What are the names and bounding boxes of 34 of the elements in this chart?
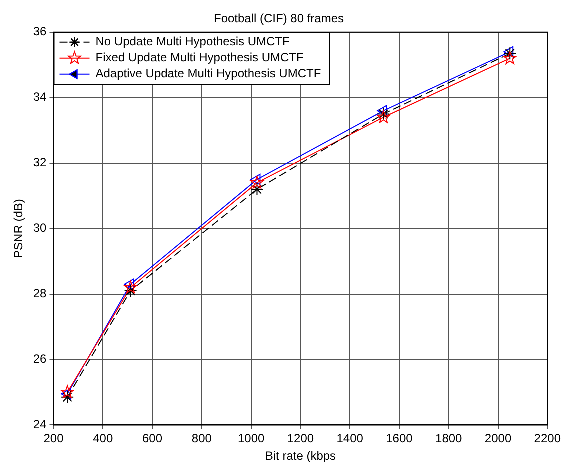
- x-tick-label: 1600: [386, 432, 414, 446]
- y-axis-title: PSNR (dB): [12, 199, 26, 258]
- x-tick-label: 1800: [436, 432, 463, 446]
- y-tick-label: 32: [33, 156, 48, 170]
- x-tick-label: 2200: [534, 432, 562, 446]
- y-tick-label: 36: [33, 24, 48, 39]
- point: [376, 110, 390, 124]
- x-tick-label: 200: [44, 432, 64, 446]
- legend-label: Adaptive Update Multi Hypothesis UMCTF: [96, 66, 322, 81]
- y-tick-label: 26: [33, 352, 48, 366]
- point: [250, 183, 264, 196]
- x-tick-label: 1400: [336, 432, 364, 446]
- x-tick-label: 1000: [238, 432, 265, 446]
- x-tick-label: 600: [142, 432, 163, 446]
- x-tick-label: 400: [93, 432, 114, 446]
- legend-label: Fixed Update Multi Hypothesis UMCTF: [96, 50, 304, 65]
- y-tick-label: 34: [33, 90, 48, 104]
- y-tick-label: 28: [33, 286, 48, 301]
- point: [250, 176, 264, 189]
- point: [124, 284, 138, 298]
- x-axis-title: Bit rate (kbps: [265, 449, 336, 464]
- chart-title: Football (CIF) 80 frames: [214, 12, 344, 26]
- y-tick-label: 24: [33, 418, 48, 432]
- x-tick-label: 1200: [287, 432, 314, 446]
- legend-label: No Update Multi Hypothesis UMCTF: [96, 34, 290, 49]
- x-tick-label: 800: [192, 432, 212, 446]
- point: [60, 385, 74, 398]
- point: [124, 280, 138, 294]
- point: [377, 108, 390, 121]
- point: [504, 47, 517, 60]
- x-tick-label: 2000: [484, 432, 512, 446]
- y-tick-label: 30: [33, 221, 48, 236]
- point: [503, 52, 517, 64]
- point: [61, 390, 74, 404]
